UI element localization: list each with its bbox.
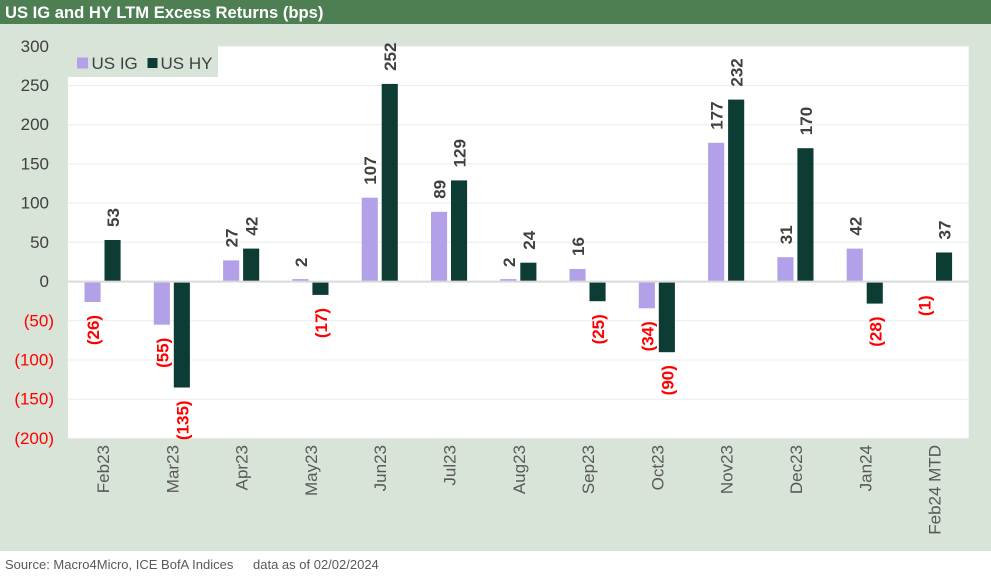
svg-text:Jul23: Jul23 (441, 445, 460, 486)
svg-text:Sep23: Sep23 (579, 445, 598, 494)
svg-text:(25): (25) (589, 314, 608, 344)
svg-text:Jan24: Jan24 (856, 445, 875, 491)
svg-text:Jun23: Jun23 (371, 445, 390, 491)
svg-text:(90): (90) (658, 365, 677, 395)
svg-text:31: 31 (777, 225, 796, 244)
svg-text:(200): (200) (14, 429, 54, 448)
svg-text:150: 150 (21, 154, 49, 173)
svg-text:(26): (26) (84, 315, 103, 345)
svg-text:2: 2 (292, 258, 311, 267)
svg-text:(135): (135) (173, 400, 192, 440)
svg-text:(100): (100) (14, 351, 54, 370)
svg-text:(50): (50) (24, 311, 54, 330)
svg-text:42: 42 (846, 217, 865, 236)
svg-text:(150): (150) (14, 390, 54, 409)
svg-text:100: 100 (21, 194, 49, 213)
svg-text:(1): (1) (916, 295, 935, 316)
svg-text:252: 252 (381, 43, 400, 71)
svg-text:107: 107 (361, 156, 380, 184)
svg-text:53: 53 (104, 208, 123, 227)
svg-text:Oct23: Oct23 (648, 445, 667, 490)
svg-text:Aug23: Aug23 (510, 445, 529, 494)
svg-text:42: 42 (243, 217, 262, 236)
svg-text:129: 129 (451, 139, 470, 167)
svg-text:Mar23: Mar23 (163, 445, 182, 493)
svg-text:37: 37 (936, 221, 955, 240)
svg-text:(28): (28) (866, 317, 885, 347)
svg-text:US HY: US HY (161, 54, 213, 73)
svg-text:16: 16 (569, 237, 588, 256)
svg-text:Apr23: Apr23 (233, 445, 252, 490)
svg-text:27: 27 (223, 228, 242, 247)
svg-text:177: 177 (708, 101, 727, 129)
svg-text:Feb23: Feb23 (94, 445, 113, 493)
svg-text:0: 0 (40, 272, 49, 291)
svg-text:2: 2 (500, 258, 519, 267)
svg-text:Dec23: Dec23 (787, 445, 806, 494)
svg-text:Feb24 MTD: Feb24 MTD (926, 445, 945, 535)
svg-text:(34): (34) (638, 321, 657, 351)
svg-text:170: 170 (797, 107, 816, 135)
svg-text:232: 232 (728, 58, 747, 86)
svg-text:89: 89 (431, 180, 450, 199)
svg-text:May23: May23 (302, 445, 321, 496)
svg-text:50: 50 (30, 233, 49, 252)
svg-text:(17): (17) (312, 308, 331, 338)
svg-text:300: 300 (21, 37, 49, 56)
svg-text:(55): (55) (153, 338, 172, 368)
svg-text:250: 250 (21, 76, 49, 95)
svg-text:Nov23: Nov23 (718, 445, 737, 494)
svg-text:24: 24 (520, 230, 539, 249)
svg-text:US IG: US IG (92, 54, 138, 73)
svg-text:200: 200 (21, 115, 49, 134)
